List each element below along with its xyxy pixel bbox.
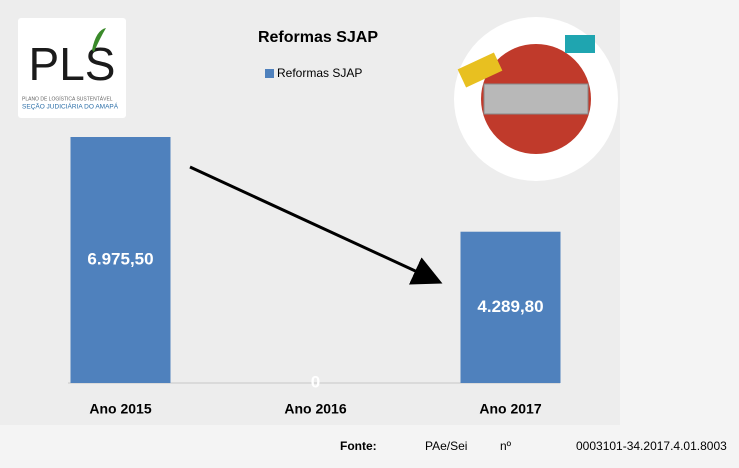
tools-image (454, 17, 618, 181)
value-label: 6.975,50 (87, 249, 153, 268)
footer-label: Fonte: (340, 439, 377, 453)
x-tick-label: Ano 2015 (89, 401, 151, 417)
footer-number: 0003101-34.2017.4.01.8003 (576, 439, 727, 453)
chart-title: Reformas SJAP (258, 29, 378, 46)
chart: PLS PLANO DE LOGÍSTICA SUSTENTÁVEL SEÇÃO… (0, 0, 739, 463)
page: PLS PLANO DE LOGÍSTICA SUSTENTÁVEL SEÇÃO… (0, 0, 739, 463)
x-tick-label: Ano 2016 (284, 401, 346, 417)
logo-line1: PLANO DE LOGÍSTICA SUSTENTÁVEL (22, 95, 113, 102)
logo-mark: PLS (29, 38, 116, 90)
logo-line2: SEÇÃO JUDICIÁRIA DO AMAPÁ (22, 102, 119, 111)
legend-swatch (265, 69, 274, 78)
value-label: 0 (311, 372, 320, 391)
value-label: 4.289,80 (477, 297, 543, 316)
x-tick-label: Ano 2017 (479, 401, 541, 417)
footer-system: PAe/Sei (425, 439, 467, 453)
footer-number-label: nº (500, 439, 512, 453)
legend-label: Reformas SJAP (277, 66, 362, 80)
